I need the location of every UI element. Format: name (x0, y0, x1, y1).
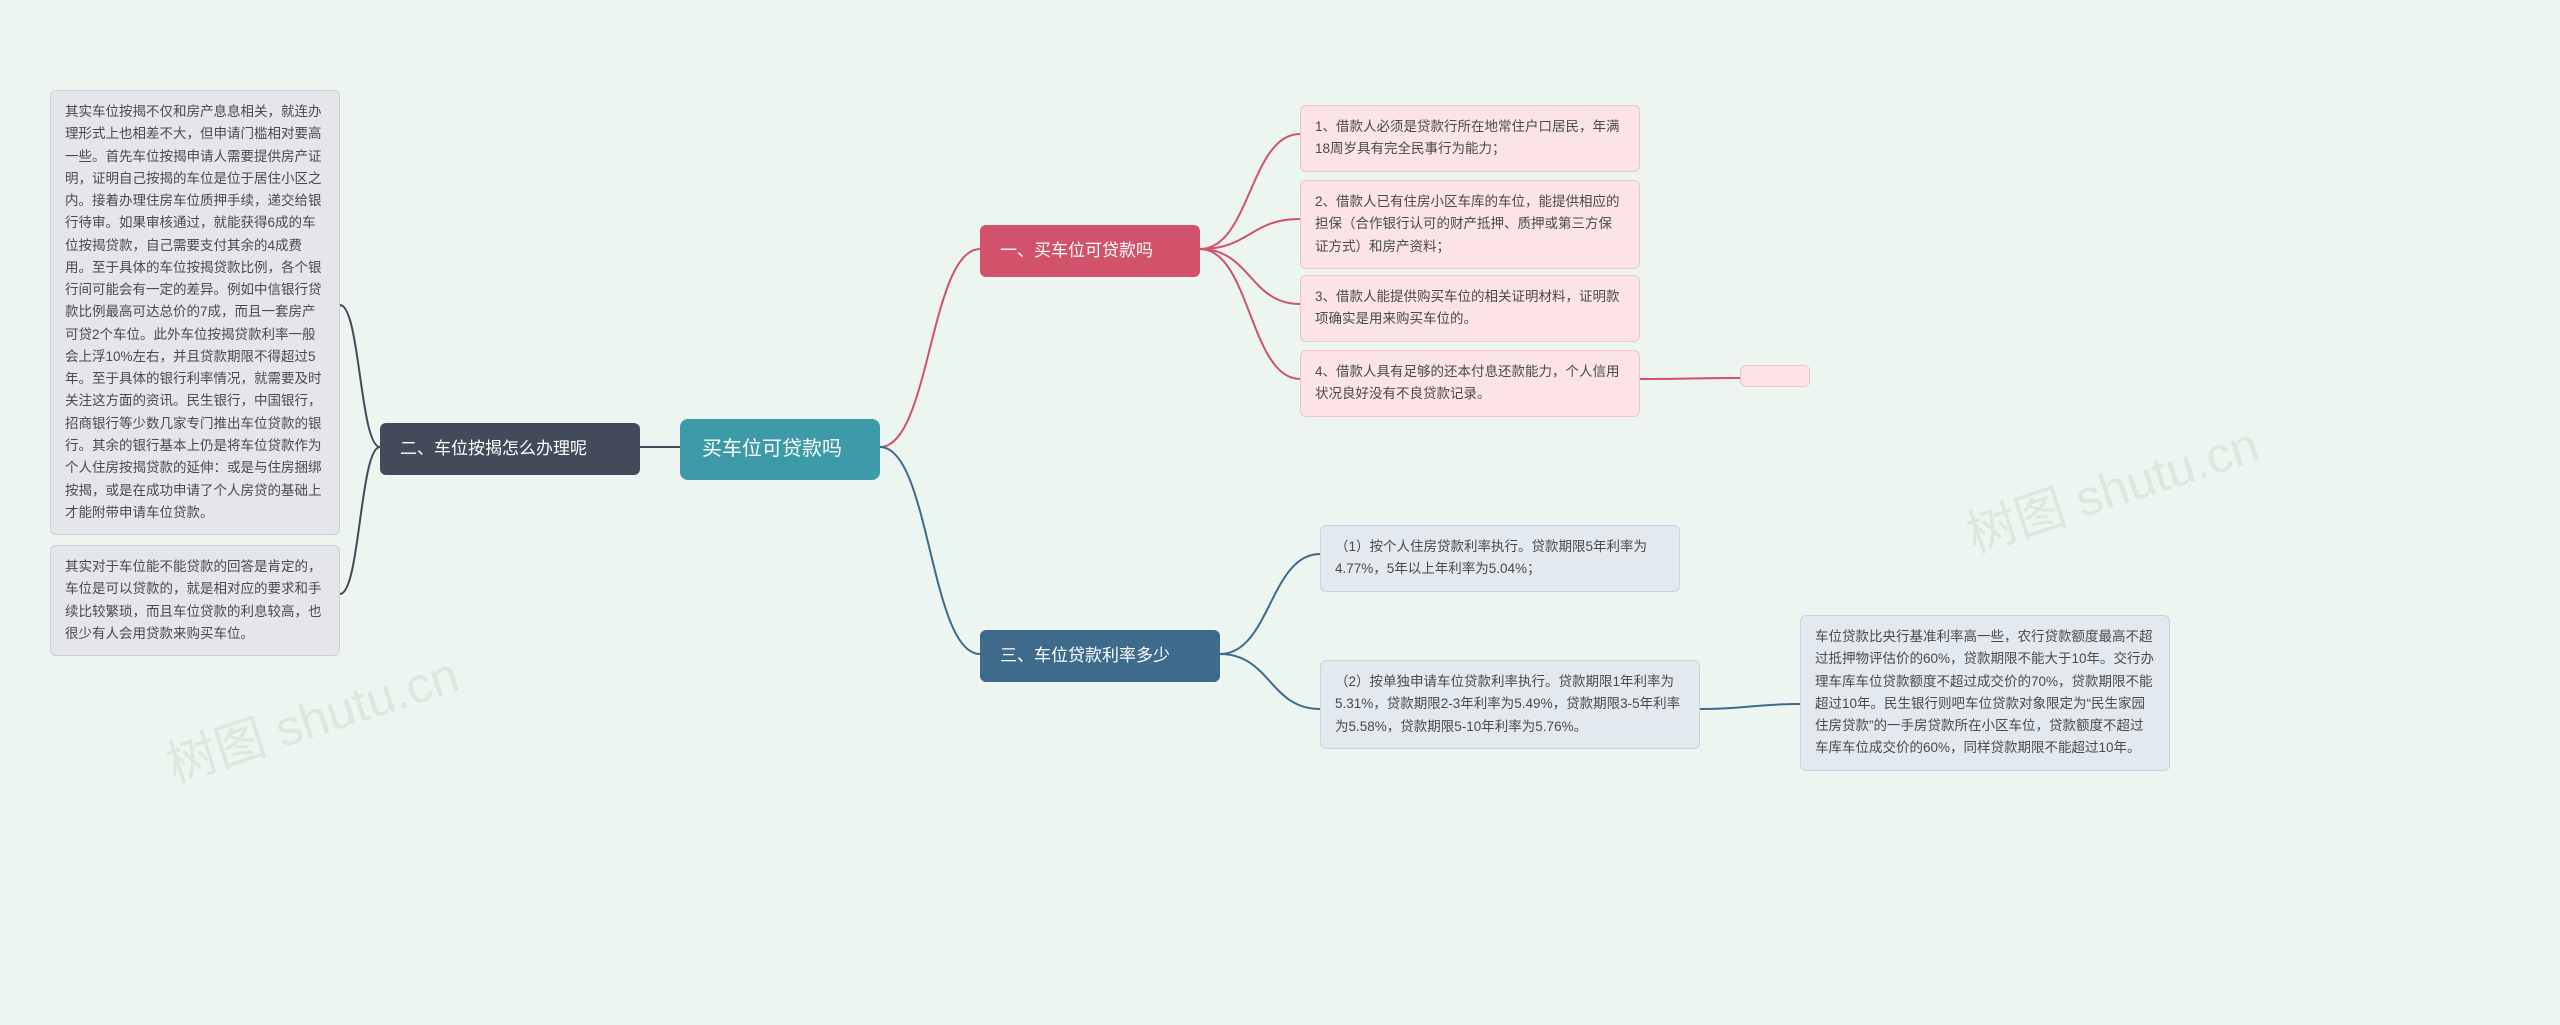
leaf-b1c1: 1、借款人必须是贷款行所在地常住户口居民，年满18周岁具有完全民事行为能力； (1300, 105, 1640, 172)
leaf-b3c2a: 车位贷款比央行基准利率高一些，农行贷款额度最高不超过抵押物评估价的60%，贷款期… (1800, 615, 2170, 771)
leaf-b2c1: 其实车位按揭不仅和房产息息相关，就连办理形式上也相差不大，但申请门槛相对要高一些… (50, 90, 340, 535)
branch-b1: 一、买车位可贷款吗 (980, 225, 1200, 277)
connector-layer (0, 0, 2560, 1025)
watermark-1: 树图 shutu.cn (156, 635, 466, 797)
leaf-b1c3: 3、借款人能提供购买车位的相关证明材料，证明款项确实是用来购买车位的。 (1300, 275, 1640, 342)
leaf-b3c1: （1）按个人住房贷款利率执行。贷款期限5年利率为4.77%，5年以上年利率为5.… (1320, 525, 1680, 592)
leaf-b1c2: 2、借款人已有住房小区车库的车位，能提供相应的担保（合作银行认可的财产抵押、质押… (1300, 180, 1640, 269)
branch-b2: 二、车位按揭怎么办理呢 (380, 423, 640, 475)
leaf-b3c2: （2）按单独申请车位贷款利率执行。贷款期限1年利率为5.31%，贷款期限2-3年… (1320, 660, 1700, 749)
leaf-b2c2: 其实对于车位能不能贷款的回答是肯定的，车位是可以贷款的，就是相对应的要求和手续比… (50, 545, 340, 656)
branch-b3: 三、车位贷款利率多少 (980, 630, 1220, 682)
watermark-2: 树图 shutu.cn (1956, 405, 2266, 567)
leaf-b1c4a (1740, 365, 1810, 387)
root-root: 买车位可贷款吗 (680, 419, 880, 480)
leaf-b1c4: 4、借款人具有足够的还本付息还款能力，个人信用状况良好没有不良贷款记录。 (1300, 350, 1640, 417)
